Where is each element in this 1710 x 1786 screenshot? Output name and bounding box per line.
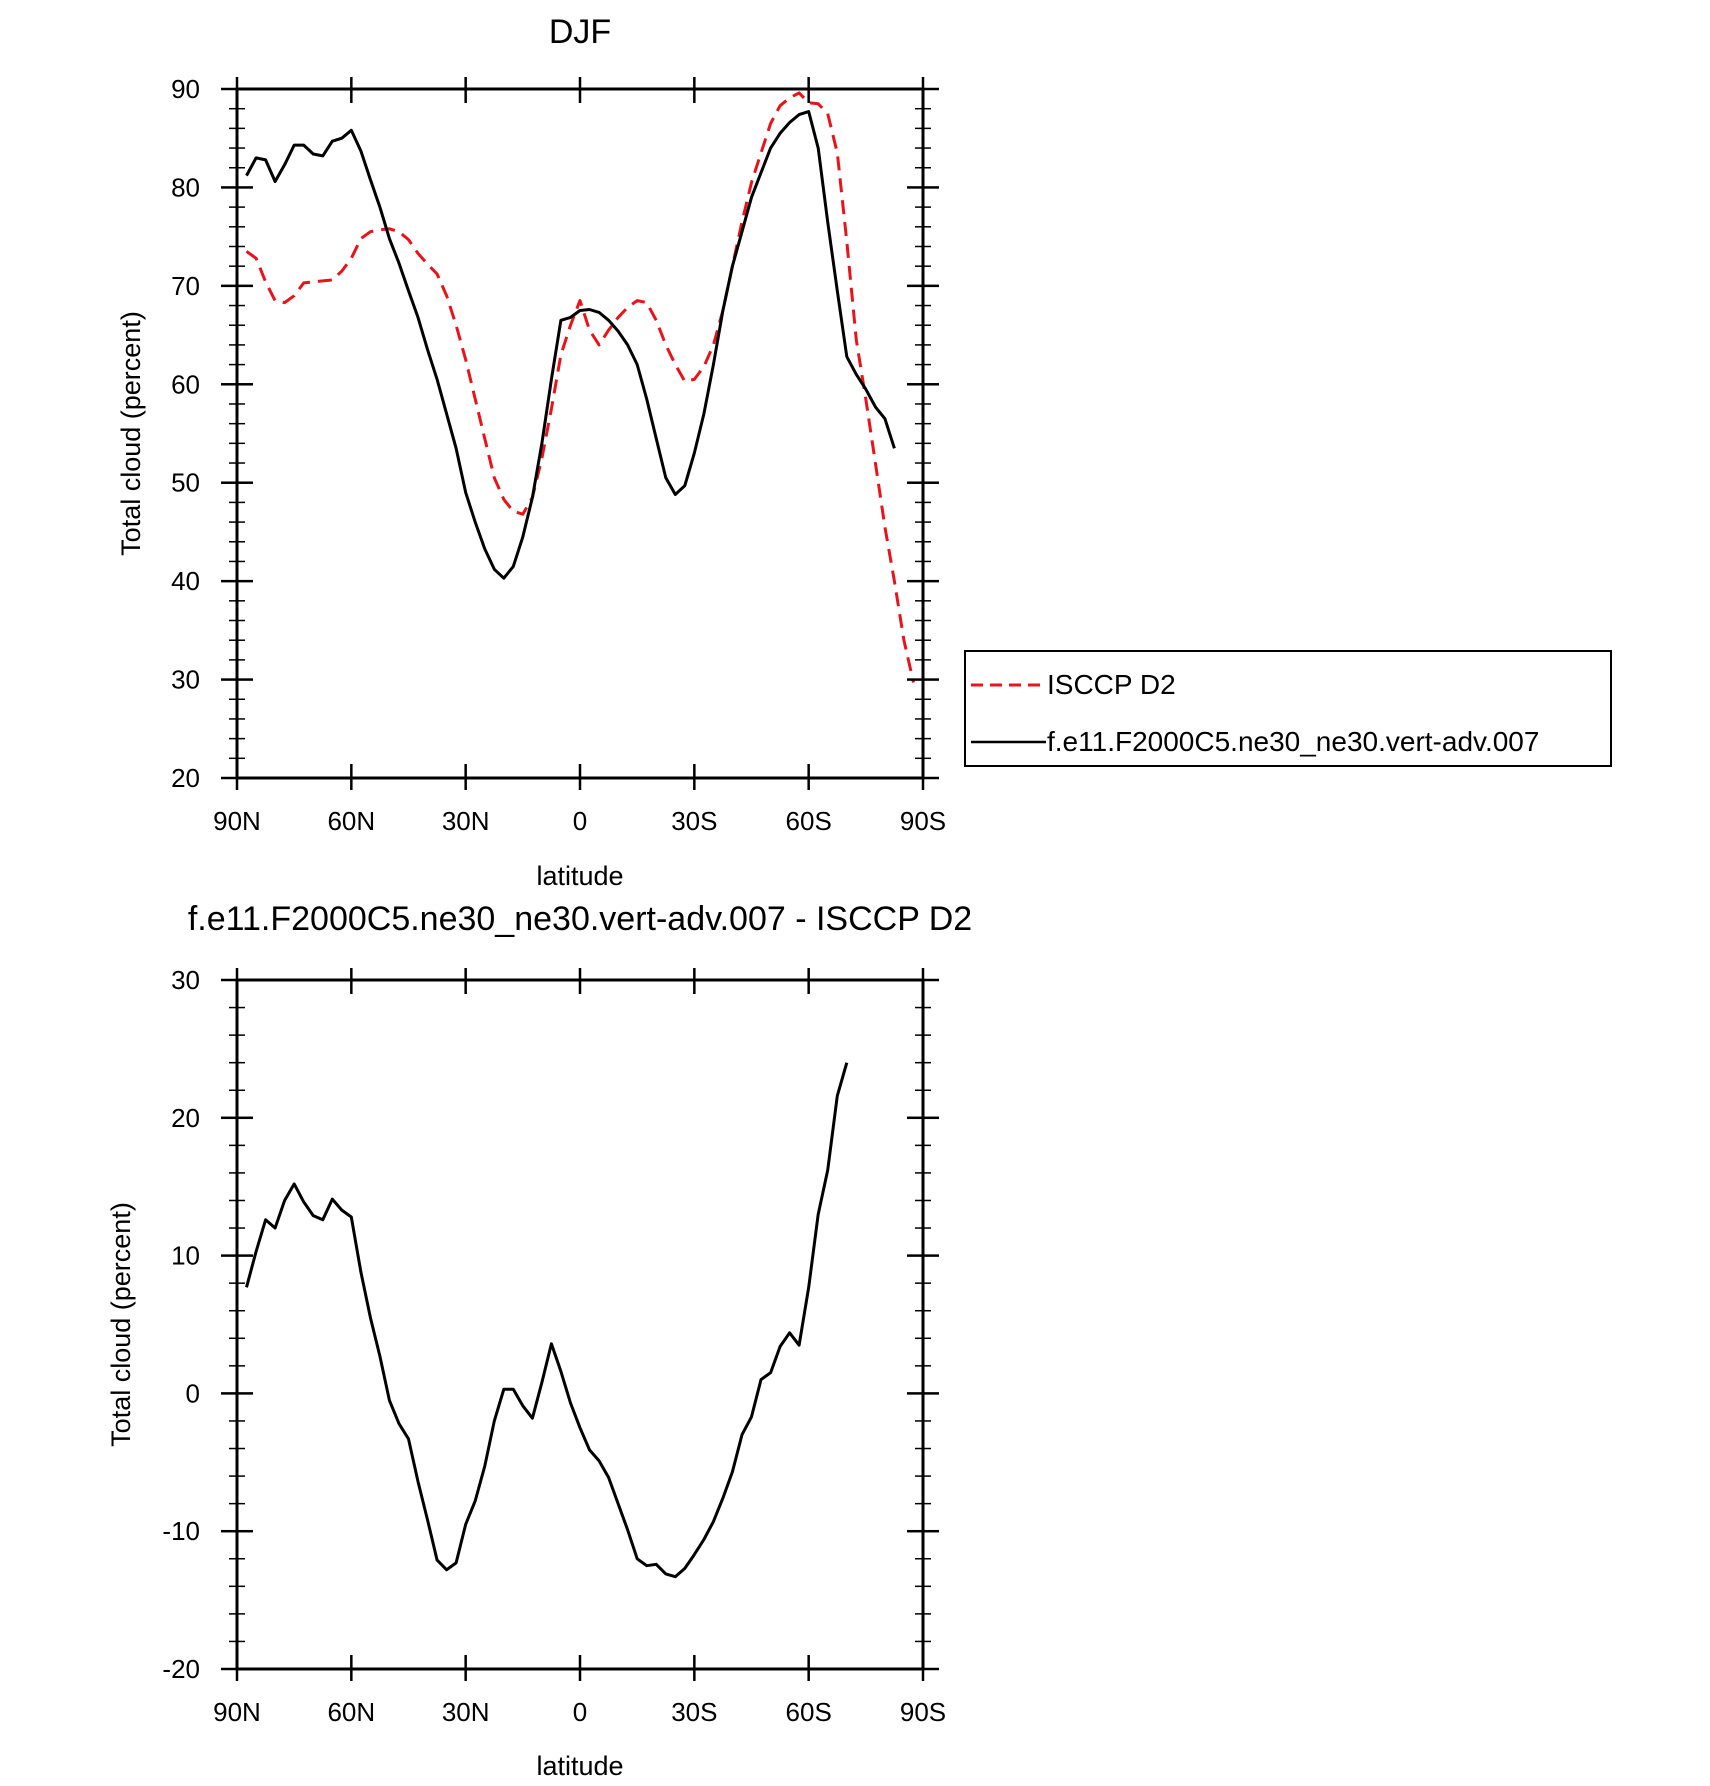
series-layer: [245, 1062, 849, 1579]
x-tick-label: 90S: [900, 1697, 946, 1727]
y-tick-label: 70: [171, 271, 200, 301]
chart-title: f.e11.F2000C5.ne30_ne30.vert-adv.007 - I…: [188, 900, 972, 938]
y-tick-labels: -20 -10 0 10 20 30: [162, 965, 200, 1684]
x-tick-label: 60N: [327, 806, 375, 836]
x-tick-label: 0: [573, 1697, 587, 1727]
chart-title: DJF: [549, 13, 611, 51]
x-tick-label: 60N: [327, 1697, 375, 1727]
x-tick-label: 60S: [786, 806, 832, 836]
x-tick-label: 30N: [442, 806, 490, 836]
tick-layer: [221, 77, 939, 790]
y-tick-label: 0: [186, 1378, 200, 1408]
y-tick-labels: 20 30 40 50 60 70 80 90: [171, 74, 200, 793]
legend-label-model: f.e11.F2000C5.ne30_ne30.vert-adv.007: [1047, 726, 1539, 757]
plot-frame: [235, 978, 925, 1671]
y-tick-label: 60: [171, 369, 200, 399]
y-tick-label: 90: [171, 74, 200, 104]
x-tick-label: 90S: [900, 806, 946, 836]
tick-layer: [221, 968, 939, 1681]
plot-frame: [235, 87, 925, 780]
y-tick-label: 10: [171, 1241, 200, 1271]
difference-panel: f.e11.F2000C5.ne30_ne30.vert-adv.007 - I…: [106, 900, 972, 1781]
x-tick-label: 0: [573, 806, 587, 836]
x-axis-label: latitude: [536, 861, 623, 891]
x-tick-label: 30N: [442, 1697, 490, 1727]
y-tick-label: 20: [171, 763, 200, 793]
x-tick-label: 60S: [786, 1697, 832, 1727]
y-tick-label: -20: [162, 1654, 200, 1684]
x-tick-label: 30S: [671, 806, 717, 836]
x-tick-labels: 90N 60N 30N 0 30S 60S 90S: [213, 1697, 946, 1727]
x-tick-label: 90N: [213, 806, 261, 836]
y-tick-label: 30: [171, 965, 200, 995]
x-tick-label: 30S: [671, 1697, 717, 1727]
series-line-difference: [245, 1062, 849, 1579]
y-axis-label: Total cloud (percent): [116, 311, 146, 556]
y-tick-label: 80: [171, 172, 200, 202]
x-axis-label: latitude: [536, 1751, 623, 1781]
y-tick-label: 30: [171, 665, 200, 695]
y-tick-label: 20: [171, 1103, 200, 1133]
y-tick-label: -10: [162, 1516, 200, 1546]
djf-panel: DJF 90N 60N 30N 0 30S 60S 90S 20 30 40 50 60 70 80 90…: [116, 13, 1612, 891]
y-tick-label: 40: [171, 566, 200, 596]
legend-box: [964, 650, 1612, 767]
legend-label-isccp: ISCCP D2: [1047, 669, 1176, 700]
x-tick-labels: 90N 60N 30N 0 30S 60S 90S: [213, 806, 946, 836]
y-axis-label: Total cloud (percent): [106, 1202, 136, 1447]
x-tick-label: 90N: [213, 1697, 261, 1727]
legend: ISCCP D2 f.e11.F2000C5.ne30_ne30.vert-ad…: [964, 650, 1612, 767]
series-line-isccp-d2: [245, 91, 915, 683]
y-tick-label: 50: [171, 468, 200, 498]
series-layer: [245, 91, 915, 683]
series-line-model: [245, 110, 896, 580]
